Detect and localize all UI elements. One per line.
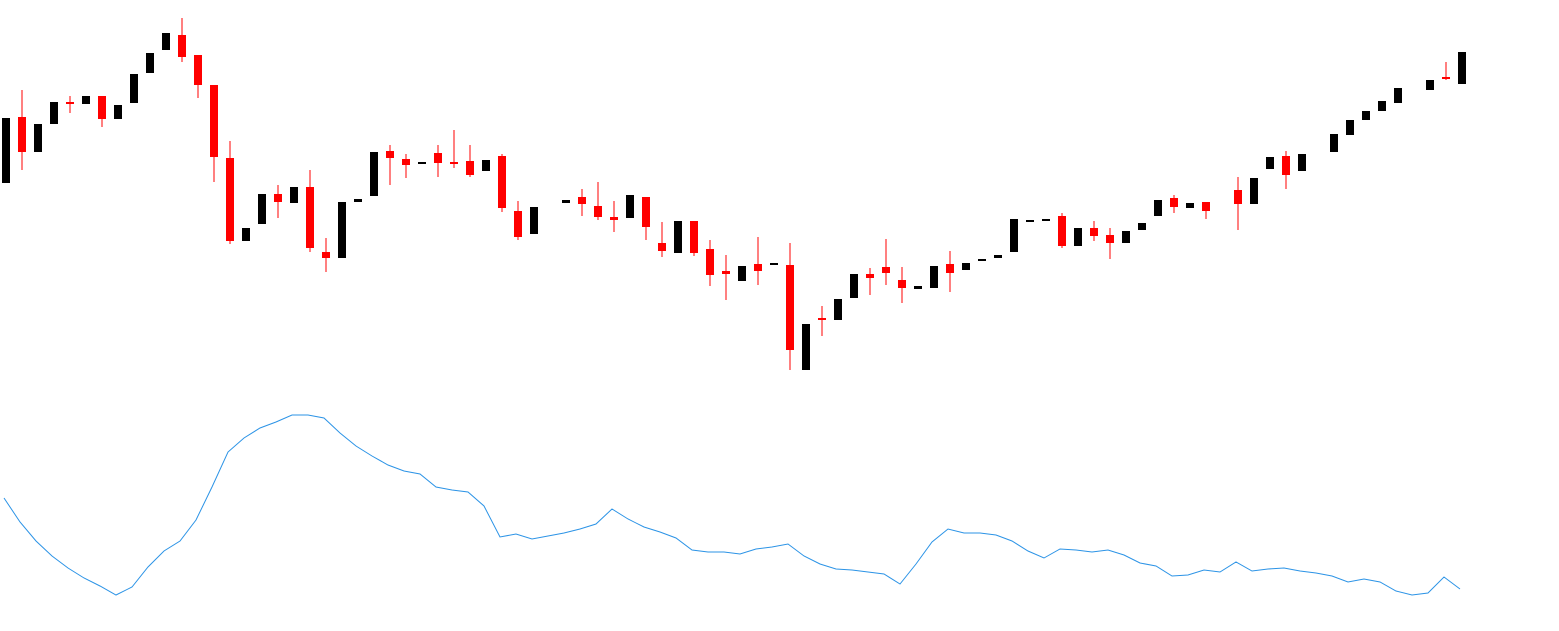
candle-body (450, 162, 458, 164)
candle-body (1186, 203, 1194, 208)
candle-body (1170, 198, 1178, 207)
candle-body (274, 194, 282, 202)
candle-body (18, 117, 26, 152)
candle-body (1250, 178, 1258, 204)
candle-body (1346, 120, 1354, 135)
candle-body (594, 206, 602, 217)
candle-body (66, 102, 74, 104)
candle-body (802, 324, 810, 370)
candle-body (82, 96, 90, 104)
candle-body (898, 280, 906, 288)
candle-body (1298, 154, 1306, 171)
candle-body (114, 105, 122, 119)
candle-body (210, 85, 218, 157)
candle-body (2, 118, 10, 183)
candle-body (658, 243, 666, 251)
candle-body (1394, 88, 1402, 103)
candle-body (402, 159, 410, 165)
candle-body (34, 124, 42, 152)
candle-body (946, 264, 954, 273)
candle-body (258, 194, 266, 224)
candle-body (1090, 228, 1098, 236)
candle-body (194, 55, 202, 85)
candle-body (162, 33, 170, 50)
candle-body (1010, 219, 1018, 252)
candle-body (850, 274, 858, 298)
candle-body (1458, 52, 1466, 84)
candle-body (306, 187, 314, 248)
candle-body (98, 96, 106, 119)
candle-body (1138, 223, 1146, 230)
candle-body (914, 286, 922, 289)
candle-body (642, 197, 650, 227)
candle-body (1442, 77, 1450, 79)
candle-body (1074, 228, 1082, 246)
candle-body (1282, 156, 1290, 175)
candle-body (1122, 231, 1130, 243)
candle-body (1202, 202, 1210, 211)
candle-body (514, 211, 522, 237)
candle-body (994, 255, 1002, 258)
candle-body (690, 221, 698, 253)
candle-body (370, 152, 378, 196)
candle-body (578, 197, 586, 204)
candle-body (338, 202, 346, 258)
candle-body (1266, 157, 1274, 169)
candle-body (770, 263, 778, 265)
candle-body (178, 35, 186, 57)
candle-body (466, 161, 474, 175)
candle-body (706, 249, 714, 275)
candle-body (754, 264, 762, 271)
candle-body (1154, 200, 1162, 216)
candle-body (386, 151, 394, 158)
candle-body (1378, 101, 1386, 111)
candle-body (930, 266, 938, 288)
candle-body (418, 162, 426, 164)
candle-body (354, 199, 362, 202)
candle-body (498, 156, 506, 208)
candle-body (530, 207, 538, 234)
candle-body (834, 299, 842, 320)
candle-body (786, 265, 794, 350)
candle-body (1234, 190, 1242, 204)
candle-body (130, 74, 138, 103)
candle-body (674, 221, 682, 253)
candle-body (50, 102, 58, 124)
candle-body (322, 252, 330, 258)
candle-body (434, 153, 442, 163)
candle-body (610, 217, 618, 220)
candle-body (1058, 216, 1066, 246)
candle-body (242, 228, 250, 241)
candle-body (226, 158, 234, 241)
candle-body (818, 318, 826, 320)
candle-body (882, 267, 890, 273)
candle-body (290, 187, 298, 203)
indicator-line (3, 414, 1461, 596)
candle-body (866, 274, 874, 278)
candle-body (1426, 80, 1434, 90)
candle-body (626, 195, 634, 218)
candle-body (1106, 235, 1114, 243)
candle-body (1362, 111, 1370, 120)
candle-body (1042, 219, 1050, 221)
candle-body (146, 53, 154, 73)
candle-body (962, 263, 970, 270)
candle-body (722, 271, 730, 274)
candle-body (1330, 134, 1338, 152)
candle-body (978, 259, 986, 261)
candle-body (738, 266, 746, 281)
candle-body (1026, 220, 1034, 222)
candle-body (482, 160, 490, 171)
candle-body (562, 200, 570, 203)
